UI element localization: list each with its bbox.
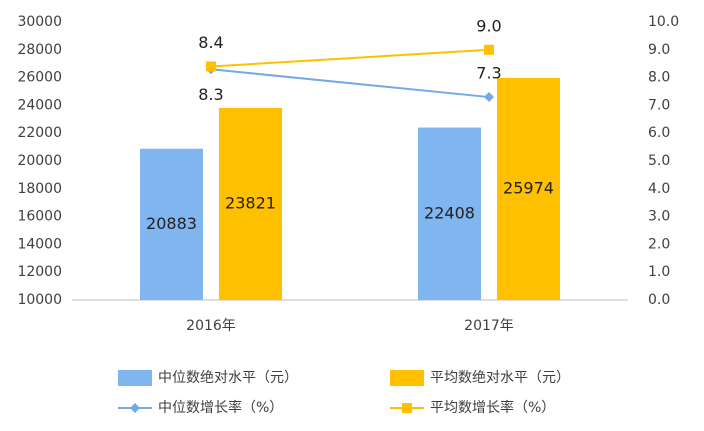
line-value-label: 8.4 <box>198 33 223 52</box>
y2-tick-label: 1.0 <box>648 264 670 280</box>
y2-tick-label: 8.0 <box>648 70 670 86</box>
bar <box>140 148 203 300</box>
line-marker <box>206 61 216 72</box>
y-tick-label: 24000 <box>17 97 62 113</box>
bar-value-label: 22408 <box>424 203 475 222</box>
bar-value-label: 25974 <box>503 178 554 197</box>
y2-tick-label: 5.0 <box>648 153 670 169</box>
bar-value-label: 20883 <box>146 214 197 233</box>
line-marker <box>484 44 494 55</box>
bar <box>418 127 481 300</box>
line <box>210 48 490 68</box>
line-marker <box>484 92 494 103</box>
y2-tick-label: 0.0 <box>648 292 670 308</box>
x-tick-label: 2016年 <box>186 318 236 334</box>
y2-tick-label: 7.0 <box>648 97 670 113</box>
y2-tick-label: 10.0 <box>648 14 679 30</box>
y-tick-label: 12000 <box>17 264 62 280</box>
y2-tick-label: 3.0 <box>648 209 670 225</box>
legend-label: 平均数绝对水平（元） <box>430 370 570 386</box>
y2-tick-label: 2.0 <box>648 236 670 252</box>
y2-tick-label: 9.0 <box>648 42 670 58</box>
line-value-label: 8.3 <box>198 85 223 104</box>
legend-swatch <box>390 370 424 386</box>
bar <box>497 77 560 301</box>
line-value-label: 7.3 <box>476 64 501 83</box>
legend-label: 中位数绝对水平（元） <box>158 370 298 386</box>
y-tick-label: 14000 <box>17 236 62 252</box>
y-tick-label: 22000 <box>17 125 62 141</box>
y-tick-label: 26000 <box>17 70 62 86</box>
line <box>210 68 490 99</box>
y2-tick-label: 6.0 <box>648 125 670 141</box>
bar <box>219 107 282 301</box>
legend-label: 中位数增长率（%） <box>158 399 283 416</box>
line-value-label: 9.0 <box>476 16 501 35</box>
y-tick-label: 28000 <box>17 42 62 58</box>
legend-swatch <box>118 370 152 386</box>
y-tick-label: 16000 <box>17 209 62 225</box>
bar-value-label: 23821 <box>225 193 276 212</box>
y-tick-label: 10000 <box>17 292 62 308</box>
y-tick-label: 18000 <box>17 181 62 197</box>
y-tick-label: 30000 <box>17 14 62 30</box>
y-tick-label: 20000 <box>17 153 62 169</box>
legend-marker <box>402 403 412 413</box>
legend-label: 平均数增长率（%） <box>430 399 555 416</box>
y2-tick-label: 4.0 <box>648 181 670 197</box>
legend-marker <box>130 403 140 413</box>
x-tick-label: 2017年 <box>464 318 514 334</box>
